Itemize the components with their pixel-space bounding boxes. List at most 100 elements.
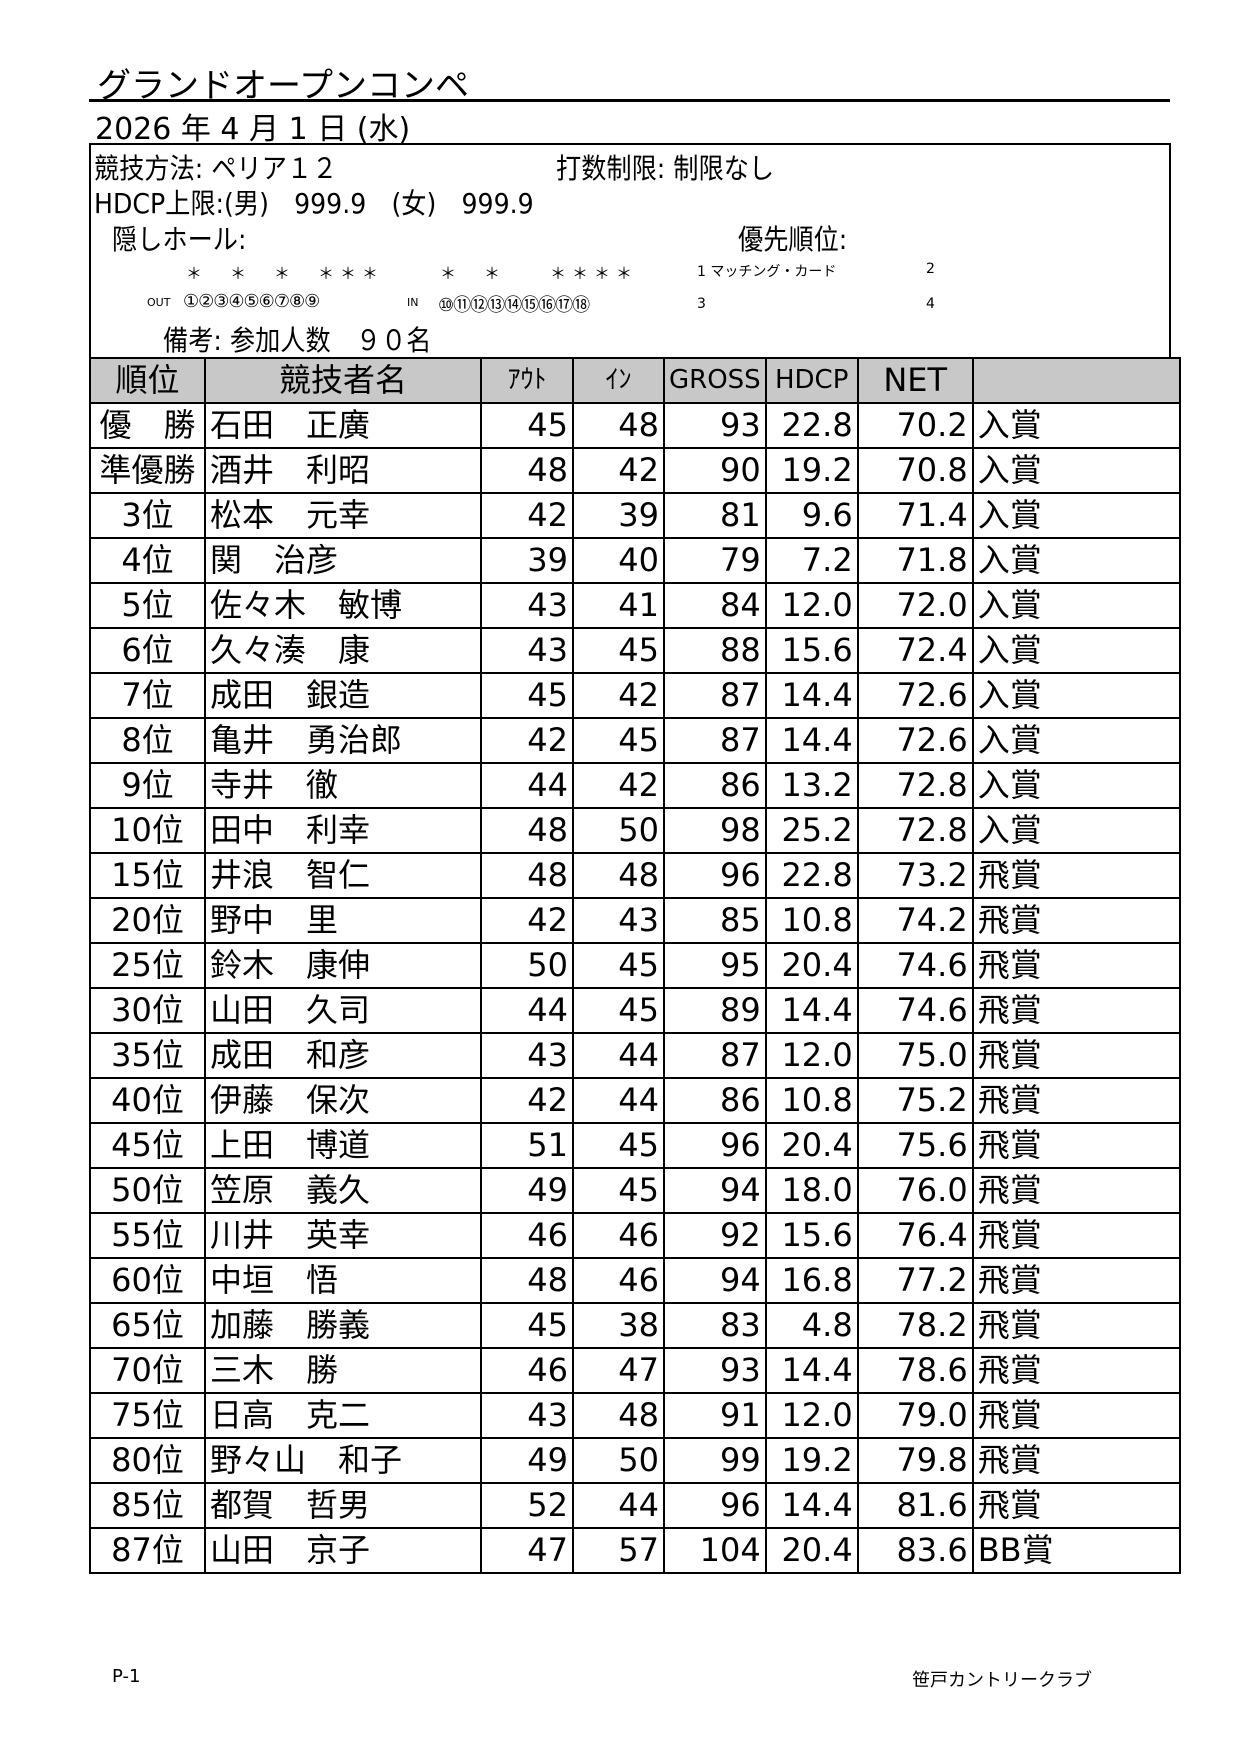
award-cell: 飛賞 (971, 1212, 1181, 1259)
in-score-cell: 48 (572, 402, 665, 449)
out-score-cell: 50 (480, 942, 574, 989)
award-cell: 入賞 (971, 582, 1181, 629)
player-name-cell: 佐々木 敏博 (204, 582, 482, 629)
in-score-cell: 46 (572, 1212, 665, 1259)
award-cell: 飛賞 (971, 1122, 1181, 1169)
hdcp-cell: 19.2 (764, 1437, 859, 1484)
in-score-cell: 42 (572, 762, 665, 809)
rank-cell: 45位 (89, 1122, 206, 1169)
out-score-cell: 47 (480, 1527, 574, 1574)
player-name-cell: 中垣 悟 (204, 1257, 482, 1304)
rank-cell: 優 勝 (89, 402, 206, 449)
rank-cell: 35位 (89, 1032, 206, 1079)
player-name-cell: 鈴木 康伸 (204, 942, 482, 989)
gross-cell: 79 (663, 537, 767, 584)
in-score-cell: 45 (572, 1167, 665, 1214)
hdcp-cell: 25.2 (764, 807, 859, 854)
rank-cell: 9位 (89, 762, 206, 809)
in-score-cell: 57 (572, 1527, 665, 1574)
gross-cell: 86 (663, 1077, 767, 1124)
priority-4: 4 (926, 296, 935, 312)
in-score-cell: 48 (572, 1392, 665, 1439)
title-underline (89, 99, 1170, 102)
rank-cell: 4位 (89, 537, 206, 584)
net-cell: 78.6 (856, 1347, 974, 1394)
header-name: 競技者名 (204, 357, 482, 404)
rank-cell: 7位 (89, 672, 206, 719)
hdcp-cell: 15.6 (764, 627, 859, 674)
gross-cell: 104 (663, 1527, 767, 1574)
net-cell: 75.2 (856, 1077, 974, 1124)
table-row: 65位 加藤 勝義 45 38 83 4.8 78.2 飛賞 (89, 1302, 1181, 1349)
hidden-out-marks: ＊ ＊ ＊ ＊＊＊ (186, 264, 385, 283)
table-row: 8位 亀井 勇治郎 42 45 87 14.4 72.6 入賞 (89, 717, 1181, 764)
gross-cell: 93 (663, 1347, 767, 1394)
hdcp-cell: 14.4 (764, 672, 859, 719)
award-cell: BB賞 (971, 1527, 1181, 1574)
award-cell: 飛賞 (971, 1032, 1181, 1079)
gross-cell: 83 (663, 1302, 767, 1349)
net-cell: 79.8 (856, 1437, 974, 1484)
rank-cell: 5位 (89, 582, 206, 629)
gross-cell: 96 (663, 852, 767, 899)
out-holes: ①②③④⑤⑥⑦⑧⑨ (183, 291, 320, 312)
player-name-cell: 井浪 智仁 (204, 852, 482, 899)
gross-cell: 86 (663, 762, 767, 809)
net-cell: 83.6 (856, 1527, 974, 1574)
out-score-cell: 42 (480, 1077, 574, 1124)
gross-cell: 93 (663, 402, 767, 449)
award-cell: 入賞 (971, 672, 1181, 719)
priority-1: 1 マッチング・カード (697, 264, 837, 280)
in-label: IN (407, 296, 419, 309)
out-score-cell: 45 (480, 402, 574, 449)
rank-cell: 80位 (89, 1437, 206, 1484)
rank-cell: 30位 (89, 987, 206, 1034)
award-cell: 飛賞 (971, 1077, 1181, 1124)
award-cell: 飛賞 (971, 942, 1181, 989)
net-cell: 79.0 (856, 1392, 974, 1439)
out-score-cell: 42 (480, 492, 574, 539)
rank-cell: 20位 (89, 897, 206, 944)
in-score-cell: 44 (572, 1482, 665, 1529)
award-cell: 入賞 (971, 537, 1181, 584)
award-cell: 飛賞 (971, 1392, 1181, 1439)
rank-cell: 準優勝 (89, 447, 206, 494)
table-row: 87位 山田 京子 47 57 104 20.4 83.6 BB賞 (89, 1527, 1181, 1574)
award-cell: 飛賞 (971, 1257, 1181, 1304)
rank-cell: 70位 (89, 1347, 206, 1394)
header-out: ｱｳﾄ (480, 357, 574, 404)
out-score-cell: 45 (480, 672, 574, 719)
in-score-cell: 42 (572, 447, 665, 494)
in-holes: ⑩⑪⑫⑬⑭⑮⑯⑰⑱ (438, 295, 590, 316)
hdcp-cell: 7.2 (764, 537, 859, 584)
player-name-cell: 伊藤 保次 (204, 1077, 482, 1124)
out-score-cell: 44 (480, 762, 574, 809)
out-score-cell: 49 (480, 1437, 574, 1484)
in-score-cell: 44 (572, 1077, 665, 1124)
in-score-cell: 45 (572, 987, 665, 1034)
table-row: 40位 伊藤 保次 42 44 86 10.8 75.2 飛賞 (89, 1077, 1181, 1124)
gross-cell: 85 (663, 897, 767, 944)
in-score-cell: 40 (572, 537, 665, 584)
info-box (89, 143, 1171, 359)
net-cell: 74.6 (856, 987, 974, 1034)
player-name-cell: 亀井 勇治郎 (204, 717, 482, 764)
net-cell: 71.4 (856, 492, 974, 539)
player-name-cell: 上田 博道 (204, 1122, 482, 1169)
award-cell: 入賞 (971, 762, 1181, 809)
hdcp-cell: 16.8 (764, 1257, 859, 1304)
in-score-cell: 45 (572, 627, 665, 674)
hdcp-cell: 14.4 (764, 987, 859, 1034)
player-name-cell: 山田 京子 (204, 1527, 482, 1574)
net-cell: 70.8 (856, 447, 974, 494)
out-score-cell: 43 (480, 1032, 574, 1079)
out-score-cell: 42 (480, 717, 574, 764)
header-net: NET (856, 357, 974, 404)
rank-cell: 65位 (89, 1302, 206, 1349)
gross-cell: 88 (663, 627, 767, 674)
hdcp-cell: 13.2 (764, 762, 859, 809)
header-award (971, 357, 1181, 404)
player-name-cell: 都賀 哲男 (204, 1482, 482, 1529)
gross-cell: 94 (663, 1167, 767, 1214)
